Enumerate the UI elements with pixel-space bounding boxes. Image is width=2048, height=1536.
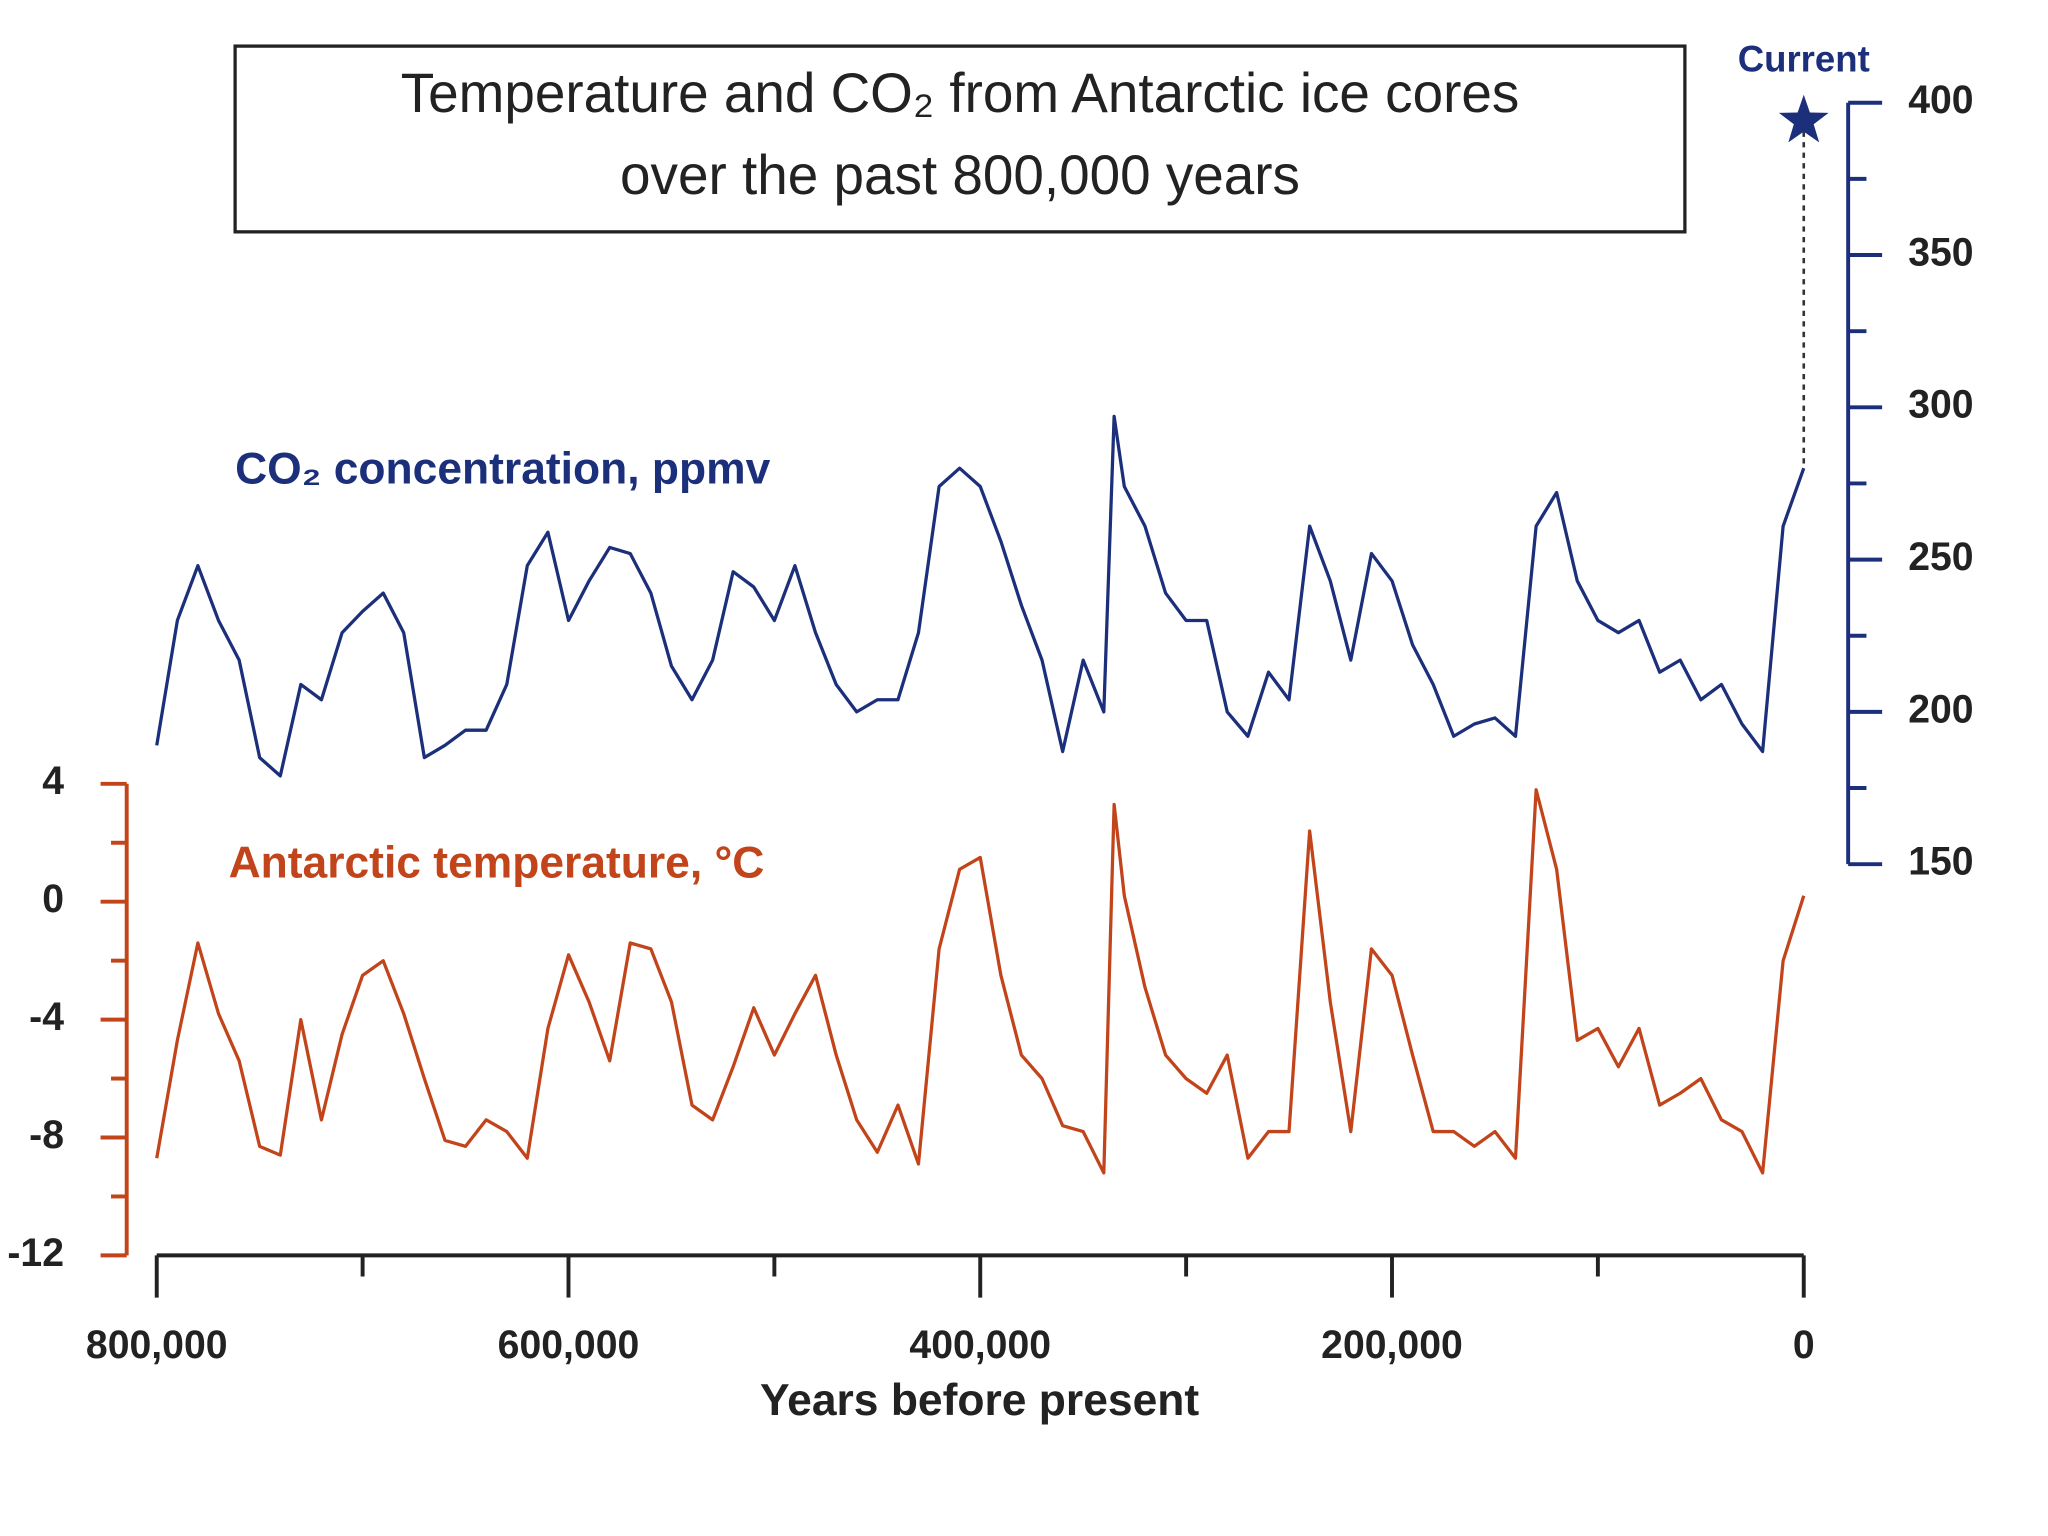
series-label: CO₂ concentration, ppmv	[235, 444, 770, 493]
series-line	[155, 788, 1806, 1175]
current-star	[1778, 94, 1829, 143]
y-tick-label: 0	[42, 877, 64, 921]
x-tick-label: 600,000	[498, 1323, 640, 1367]
chart-subtitle: over the past 800,000 years	[620, 144, 1300, 206]
x-tick-label: 0	[1793, 1323, 1815, 1367]
y-tick-label: -4	[29, 995, 64, 1039]
x-axis-label: Years before present	[760, 1376, 1199, 1425]
y2-tick-label: 200	[1908, 687, 1973, 731]
y2-tick-label: 350	[1908, 230, 1973, 274]
x-tick-label: 800,000	[86, 1323, 228, 1367]
x-tick-label: 400,000	[909, 1323, 1051, 1367]
y2-tick-label: 150	[1908, 839, 1973, 883]
x-tick-label: 200,000	[1321, 1323, 1463, 1367]
y2-tick-label: 300	[1908, 383, 1973, 427]
y-tick-label: -8	[29, 1113, 64, 1157]
y-tick-label: 4	[42, 759, 64, 803]
series-label: Antarctic temperature, °C	[229, 838, 765, 887]
title-box	[233, 44, 1687, 234]
current-label: Current	[1738, 38, 1870, 79]
y-tick-label: -12	[7, 1231, 64, 1275]
chart-title: Temperature and CO₂ from Antarctic ice c…	[401, 62, 1520, 124]
series-line	[155, 414, 1806, 778]
y2-tick-label: 250	[1908, 535, 1973, 579]
y2-tick-label: 400	[1908, 78, 1973, 122]
